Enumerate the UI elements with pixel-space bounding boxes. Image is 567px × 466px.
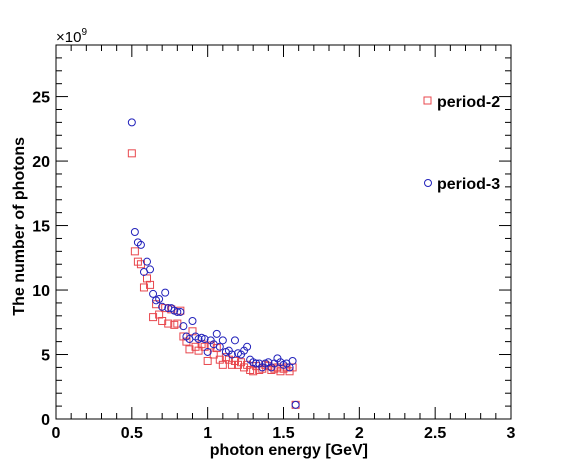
data-point-period-2 <box>158 316 167 325</box>
data-point-period-3 <box>285 363 294 372</box>
data-point-period-2 <box>185 345 194 354</box>
data-point-period-3 <box>218 336 227 345</box>
data-point-period-2 <box>203 356 212 365</box>
data-point-period-3 <box>212 329 221 338</box>
data-point-period-2 <box>146 280 155 289</box>
data-point-period-3 <box>130 228 139 236</box>
data-point-period-3 <box>146 265 155 274</box>
x-tick-label: 2.5 <box>424 425 446 442</box>
data-point-period-3 <box>230 336 239 345</box>
y-tick-label: 5 <box>41 348 50 365</box>
data-point-period-2 <box>130 247 139 256</box>
x-tick-label: 0 <box>52 425 61 442</box>
legend-marker-period-2 <box>423 96 432 105</box>
y-axis-multiplier-exponent: 9 <box>81 27 87 38</box>
data-point-period-2 <box>127 149 136 158</box>
data-point-period-2 <box>218 360 227 369</box>
data-point-period-3 <box>188 316 197 325</box>
data-point-period-3 <box>203 347 212 356</box>
legend-label-period-2: period-2 <box>437 94 500 111</box>
y-tick-label: 25 <box>32 90 50 107</box>
legend-marker-period-3 <box>424 179 432 187</box>
data-point-period-3 <box>227 350 236 359</box>
x-tick-label: 2 <box>355 425 364 442</box>
data-point-period-3 <box>288 356 297 365</box>
x-tick-label: 1.5 <box>272 425 294 442</box>
x-axis-ticks <box>55 45 512 419</box>
data-point-period-3 <box>158 302 167 311</box>
y-tick-label: 15 <box>32 219 50 236</box>
data-point-period-2 <box>288 363 297 372</box>
legend-label-period-3: period-3 <box>437 176 500 193</box>
data-point-period-3 <box>252 359 261 368</box>
data-point-period-2 <box>149 313 158 322</box>
y-tick-label: 20 <box>32 154 50 171</box>
data-point-period-3 <box>291 400 300 409</box>
x-tick-label: 3 <box>507 425 516 442</box>
data-series <box>127 118 300 409</box>
y-tick-label: 10 <box>32 283 50 300</box>
y-axis-tick-labels: 0 5 10 15 20 25 <box>32 90 50 429</box>
data-point-period-3 <box>200 335 209 344</box>
x-tick-label: 1 <box>203 425 212 442</box>
y-axis-multiplier: ×109 <box>56 27 87 46</box>
data-point-period-3 <box>136 240 145 249</box>
data-point-period-3 <box>243 342 252 351</box>
legend: period-2 period-3 <box>423 94 500 193</box>
data-point-period-3 <box>143 257 151 266</box>
data-point-period-3 <box>215 342 224 351</box>
data-point-period-2 <box>139 283 148 292</box>
data-point-period-2 <box>164 319 173 328</box>
y-axis-multiplier-base: ×10 <box>56 29 81 46</box>
data-point-period-3 <box>176 307 185 316</box>
x-tick-label: 0.5 <box>121 425 143 442</box>
data-point-period-3 <box>173 307 182 316</box>
y-axis-title: The number of photons <box>11 137 28 316</box>
y-axis-ticks <box>56 44 511 420</box>
data-point-period-3 <box>149 289 158 298</box>
data-point-period-3 <box>155 295 164 304</box>
data-point-period-3 <box>127 118 136 127</box>
data-point-period-3 <box>161 288 170 297</box>
y-tick-label: 0 <box>41 412 50 429</box>
x-axis-tick-labels: 0 0.5 1 1.5 2 2.5 3 <box>52 425 516 442</box>
x-axis-title: photon energy [GeV] <box>210 442 368 459</box>
series-period-3 <box>127 118 300 409</box>
data-point-period-3 <box>179 322 188 331</box>
